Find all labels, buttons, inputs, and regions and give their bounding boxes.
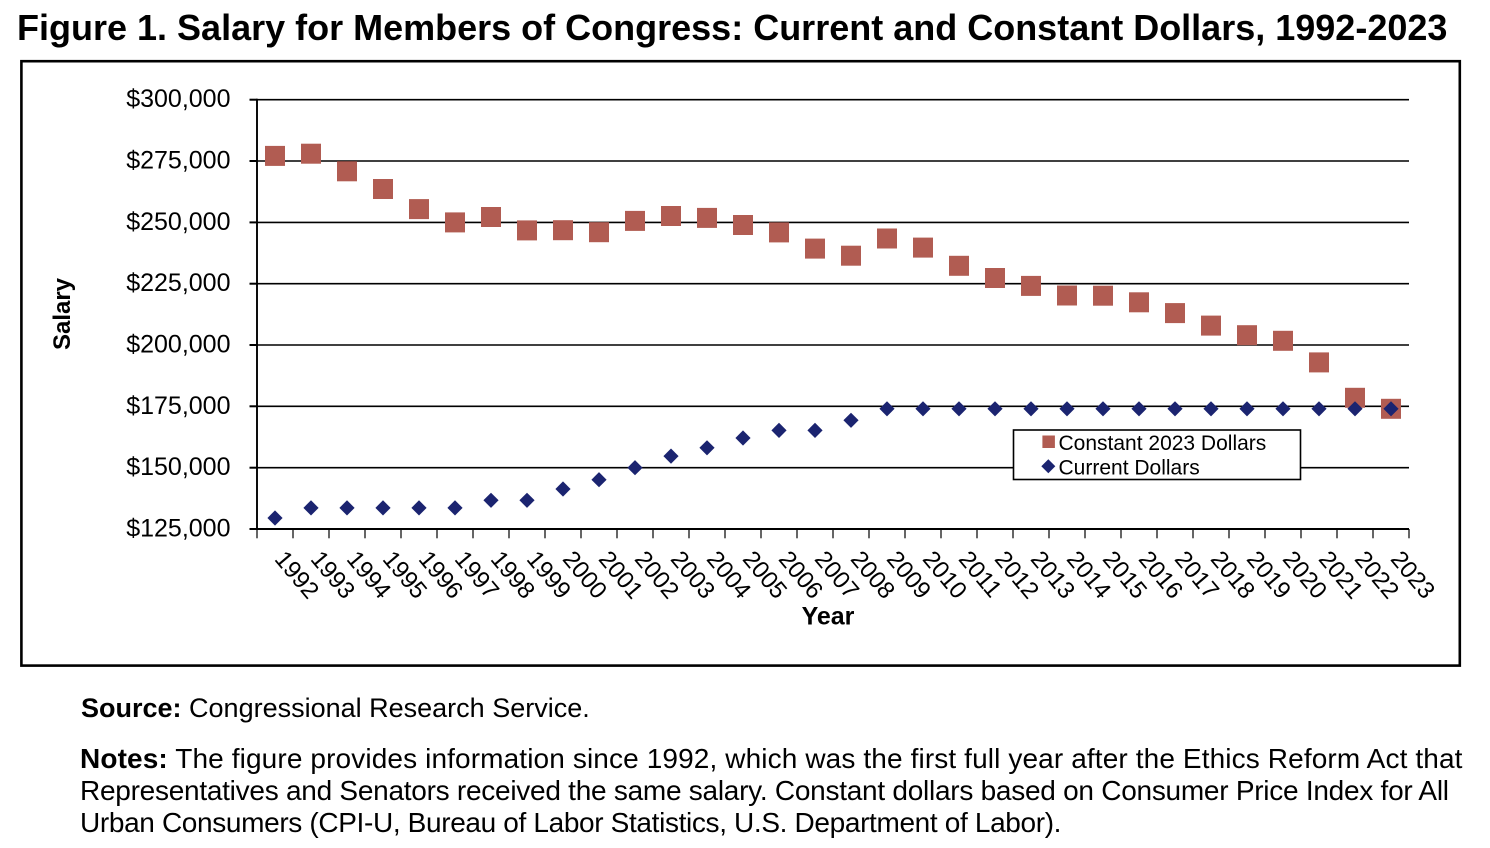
svg-text:Salary: Salary bbox=[49, 277, 76, 350]
svg-text:$150,000: $150,000 bbox=[126, 453, 230, 481]
svg-text:Current Dollars: Current Dollars bbox=[1059, 456, 1200, 479]
svg-text:$225,000: $225,000 bbox=[126, 269, 230, 297]
svg-text:Year: Year bbox=[802, 603, 855, 631]
svg-text:Constant 2023 Dollars: Constant 2023 Dollars bbox=[1059, 432, 1267, 455]
svg-text:$175,000: $175,000 bbox=[126, 392, 230, 420]
svg-text:$275,000: $275,000 bbox=[126, 147, 230, 175]
svg-text:$125,000: $125,000 bbox=[126, 515, 230, 543]
svg-text:$200,000: $200,000 bbox=[126, 331, 230, 359]
svg-text:$300,000: $300,000 bbox=[126, 85, 230, 113]
svg-text:$250,000: $250,000 bbox=[126, 208, 230, 236]
